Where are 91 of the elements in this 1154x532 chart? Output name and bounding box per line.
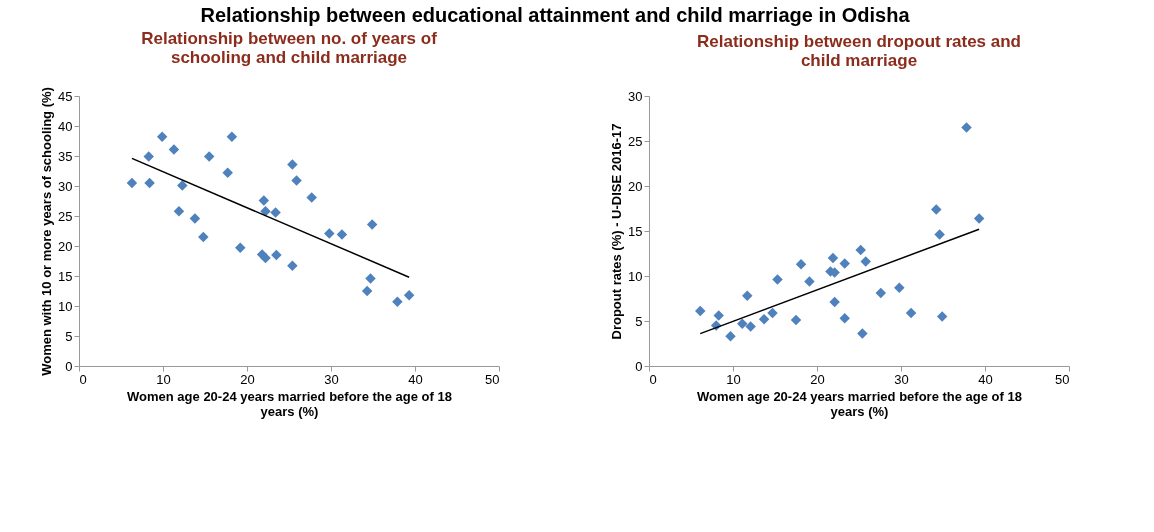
text: Relationship between educational attainment and child marriage in Odisha (200, 3, 911, 26)
point (855, 244, 866, 256)
y-tick-label: 10 (58, 298, 73, 314)
point (173, 205, 185, 217)
x-axis-title: Women age 20-24 years married before the age of 18 years (%) (697, 388, 1022, 419)
point (287, 159, 298, 170)
point (973, 213, 985, 224)
point (324, 228, 335, 239)
point (189, 213, 201, 224)
point (336, 229, 348, 240)
point (839, 258, 850, 269)
point (737, 318, 748, 329)
y-tick-label: 30 (628, 88, 643, 104)
y-tick-label: 30 (58, 178, 73, 194)
y-tick-label: 5 (635, 313, 643, 329)
point (695, 305, 706, 317)
point (226, 131, 238, 143)
point (222, 167, 233, 179)
point (156, 131, 168, 143)
chart-title: Relationship between no. of years of schooling and child marriage (141, 28, 438, 67)
point (365, 273, 376, 284)
point (366, 219, 378, 230)
point (143, 151, 154, 162)
point (961, 122, 972, 133)
point (260, 252, 271, 264)
y-tick-label: 20 (58, 238, 73, 254)
point (291, 175, 302, 186)
point (745, 321, 756, 332)
point (126, 177, 138, 189)
point (839, 313, 850, 324)
point (875, 287, 887, 299)
y-tick-label: 0 (635, 358, 643, 374)
point (934, 229, 945, 240)
point (772, 274, 783, 285)
point (829, 296, 840, 308)
y-tick-label: 15 (58, 268, 73, 284)
point (905, 307, 917, 319)
y-axis-title: Women with 10 or more years of schooling (%) (39, 87, 55, 376)
point (306, 192, 317, 203)
point (361, 285, 373, 297)
point (235, 242, 246, 254)
chart-title: Relationship between dropout rates and child marriage (697, 32, 1021, 70)
point (936, 311, 948, 322)
point (144, 177, 155, 189)
x-tick-label: 20 (810, 371, 825, 387)
y-tick-label: 5 (65, 328, 73, 344)
x-tick-label: 30 (894, 371, 909, 387)
y-tick-label: 40 (58, 118, 73, 134)
point (270, 207, 281, 218)
y-tick-label: 0 (65, 358, 73, 374)
point (804, 276, 815, 287)
point (742, 290, 753, 302)
point (271, 249, 282, 261)
x-tick-label: 30 (324, 371, 339, 387)
point (198, 231, 209, 243)
x-tick-label: 50 (485, 371, 500, 387)
x-tick-label: 40 (978, 371, 993, 387)
point (860, 256, 871, 267)
point (287, 260, 298, 272)
x-tick-label: 20 (240, 371, 255, 387)
y-tick-label: 20 (628, 178, 643, 194)
x-tick-label: 0 (649, 371, 657, 387)
x-tick-label: 40 (408, 371, 423, 387)
point (857, 328, 868, 339)
point (894, 282, 905, 293)
point (931, 204, 942, 215)
y-tick-label: 45 (58, 88, 73, 104)
y-tick-label: 35 (58, 148, 73, 164)
point (725, 331, 736, 342)
point (392, 296, 403, 308)
point (790, 314, 802, 326)
x-tick-label: 50 (1055, 371, 1070, 387)
y-tick-label: 10 (628, 268, 643, 284)
point (758, 313, 770, 325)
point (168, 144, 180, 155)
point (403, 289, 415, 301)
y-tick-label: 25 (58, 208, 73, 224)
point (177, 180, 188, 191)
x-tick-label: 0 (79, 371, 87, 387)
point (258, 195, 270, 206)
x-tick-label: 10 (726, 371, 741, 387)
y-tick-label: 25 (628, 133, 643, 149)
point (713, 310, 724, 321)
x-tick-label: 10 (156, 371, 171, 387)
point (767, 307, 778, 319)
point (203, 151, 215, 162)
point (827, 252, 839, 264)
y-tick-label: 15 (628, 223, 643, 239)
point (795, 259, 807, 270)
x-axis-title: Women age 20-24 years married before the age of 18 years (%) (127, 388, 452, 419)
y-axis-title: Dropout rates (%) - U-DISE 2016-17 (609, 123, 625, 340)
